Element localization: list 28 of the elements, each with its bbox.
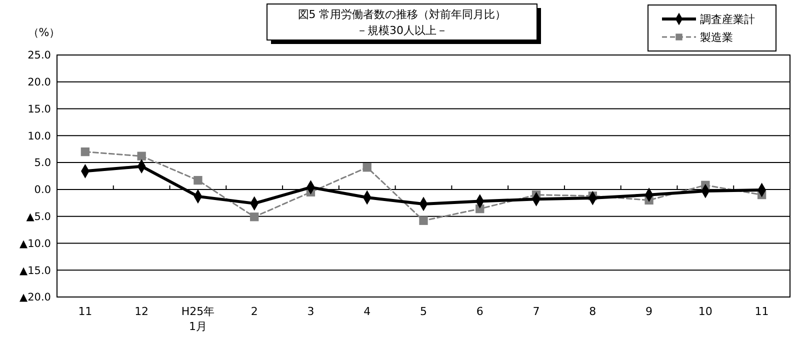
y-tick-label: ▲5.0 [26,211,51,224]
x-tick-label: 6 [476,305,484,318]
x-tick-label: 12 [134,305,149,318]
x-tick-label: 11 [754,305,769,318]
y-tick-label: 0.0 [34,184,51,196]
legend-label: 調査産業計 [700,12,755,26]
y-tick-label: 5.0 [34,157,51,170]
y-tick-label: 10.0 [28,130,51,142]
y-tick-label: ▲15.0 [20,264,51,277]
x-tick-label: 3 [307,305,314,318]
x-tick-label: 5 [420,305,427,318]
y-tick-label: ▲10.0 [20,238,51,250]
y-tick-label: 25.0 [28,50,51,62]
y-tick-label: 15.0 [28,103,51,116]
y-tick-label: 20.0 [28,76,51,89]
x-tick-label: 10 [698,305,712,318]
x-tick-label: 11 [78,305,92,318]
legend-label: 製造業 [700,30,733,44]
x-tick-label: 2 [250,305,258,318]
x-tick-label: 7 [532,305,540,318]
chart-title: 図5 常用労働者数の推移（対前年同月比） [298,8,506,21]
y-axis-title: （%） [28,26,60,39]
x-tick-label: 9 [646,305,653,318]
y-tick-label: ▲20.0 [20,292,51,304]
x-tick-label: 8 [589,305,596,318]
chart-subtitle: －規模30人以上－ [356,24,448,37]
x-tick-label: 4 [364,305,371,318]
x-tick-label: H25年 1月 [181,305,215,333]
